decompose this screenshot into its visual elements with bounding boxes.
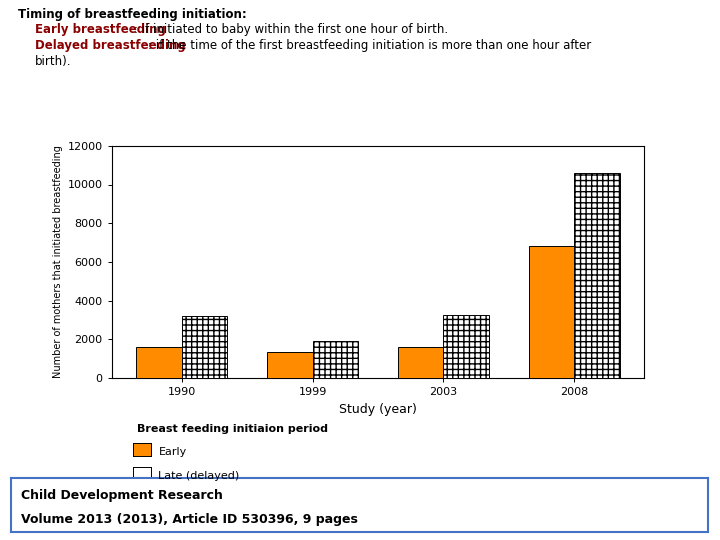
Text: Early: Early xyxy=(158,447,186,457)
Text: Breast feeding initiaion period: Breast feeding initiaion period xyxy=(137,424,328,434)
Text: Late (delayed): Late (delayed) xyxy=(158,471,240,482)
Bar xyxy=(397,347,444,378)
Bar xyxy=(181,316,228,378)
Text: Delayed breastfeeding: Delayed breastfeeding xyxy=(35,39,185,52)
Text: birth).: birth). xyxy=(35,55,71,68)
Text: : if the time of the first breastfeeding initiation is more than one hour after: : if the time of the first breastfeeding… xyxy=(148,39,592,52)
Bar xyxy=(528,246,575,378)
Bar xyxy=(575,173,620,378)
Text: Volume 2013 (2013), Article ID 530396, 9 pages: Volume 2013 (2013), Article ID 530396, 9… xyxy=(22,513,358,526)
Bar xyxy=(312,341,359,378)
Text: Child Development Research: Child Development Research xyxy=(22,489,223,502)
X-axis label: Study (year): Study (year) xyxy=(339,403,417,416)
Text: Early breastfeeding: Early breastfeeding xyxy=(35,23,166,36)
Text: Timing of breastfeeding initiation:: Timing of breastfeeding initiation: xyxy=(18,8,247,21)
Bar xyxy=(266,352,312,378)
Y-axis label: Number of mothers that initiated breastfeeding: Number of mothers that initiated breastf… xyxy=(53,145,63,379)
Bar xyxy=(444,315,490,378)
Text: : if initiated to baby within the first one hour of birth.: : if initiated to baby within the first … xyxy=(134,23,448,36)
Bar xyxy=(136,347,181,378)
